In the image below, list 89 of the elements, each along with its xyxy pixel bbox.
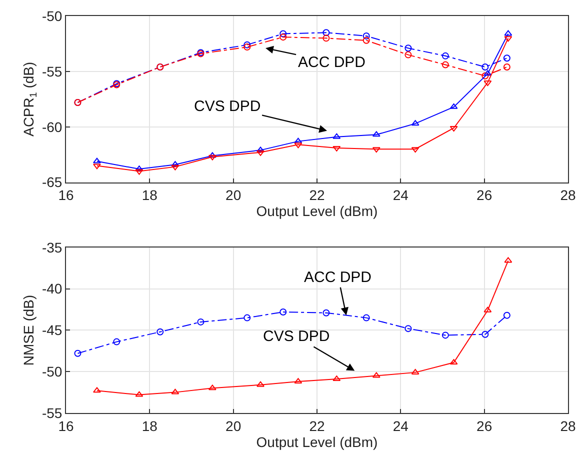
point xyxy=(504,257,512,263)
x-tick-label: 18 xyxy=(142,418,158,434)
point xyxy=(362,32,370,40)
point xyxy=(74,350,82,357)
point xyxy=(244,41,251,48)
x-tick-label: 24 xyxy=(392,418,409,434)
y-tick-label: -35 xyxy=(42,239,62,256)
point xyxy=(208,152,216,158)
point xyxy=(411,368,420,374)
x-axis-title: Output Level (dBm) xyxy=(256,434,378,450)
annotation: CVS DPD xyxy=(263,328,330,345)
x-tick-label: 22 xyxy=(309,418,325,434)
point xyxy=(482,72,489,80)
y-tick-label: -40 xyxy=(42,280,62,297)
point xyxy=(208,154,216,160)
point xyxy=(450,103,458,109)
point xyxy=(322,29,330,36)
point xyxy=(372,131,380,137)
point xyxy=(135,391,144,397)
annotation: ACC DPD xyxy=(298,54,366,71)
point xyxy=(442,332,449,339)
point xyxy=(93,387,101,393)
point xyxy=(332,146,341,152)
point xyxy=(411,120,420,126)
point xyxy=(280,30,287,38)
point xyxy=(450,359,458,365)
point xyxy=(135,166,144,172)
point xyxy=(171,164,180,170)
point xyxy=(197,318,204,326)
point xyxy=(171,388,180,394)
point xyxy=(362,314,370,322)
point xyxy=(294,378,302,384)
y-tick-label: -50 xyxy=(42,8,62,24)
point xyxy=(322,309,330,316)
point xyxy=(156,328,164,336)
x-tick-label: 18 xyxy=(142,187,158,204)
point xyxy=(404,325,412,332)
annotation: ACC DPD xyxy=(304,269,372,286)
x-tick-label: 20 xyxy=(226,187,242,204)
point xyxy=(93,164,101,170)
point xyxy=(503,54,510,62)
y-tick-label: -55 xyxy=(42,63,62,80)
point xyxy=(294,138,302,144)
point xyxy=(482,64,489,71)
point xyxy=(404,44,412,52)
point xyxy=(244,44,251,51)
point xyxy=(280,34,287,41)
point xyxy=(404,51,412,58)
y-tick-label: -60 xyxy=(42,118,62,135)
y-axis-title: NMSE (dB) xyxy=(20,294,37,366)
x-tick-label: 28 xyxy=(560,418,576,434)
point xyxy=(503,312,510,319)
x-tick-label: 20 xyxy=(226,418,242,434)
point xyxy=(372,147,380,153)
point xyxy=(332,376,341,382)
point xyxy=(484,80,492,86)
point xyxy=(482,330,489,338)
point xyxy=(484,70,492,76)
annotation: CVS DPD xyxy=(194,98,261,115)
point xyxy=(411,147,420,153)
x-tick-label: 26 xyxy=(476,418,492,434)
x-tick-label: 24 xyxy=(392,187,409,204)
point xyxy=(322,34,330,42)
point xyxy=(294,142,302,148)
y-tick-label: -45 xyxy=(42,322,62,338)
point xyxy=(332,133,341,139)
point xyxy=(280,308,287,316)
point xyxy=(244,314,251,322)
point xyxy=(504,30,512,36)
x-tick-label: 26 xyxy=(476,187,492,204)
point xyxy=(256,146,264,152)
point xyxy=(171,161,180,167)
y-tick-label: -50 xyxy=(42,364,62,380)
point xyxy=(93,158,101,164)
point xyxy=(372,372,380,378)
point xyxy=(504,36,512,42)
point xyxy=(362,36,370,44)
point xyxy=(135,169,144,175)
point xyxy=(113,338,120,346)
x-tick-label: 22 xyxy=(309,187,325,204)
point xyxy=(503,64,510,71)
point xyxy=(442,61,449,68)
point xyxy=(442,52,449,60)
point xyxy=(208,384,216,390)
x-axis-title: Output Level (dBm) xyxy=(256,203,378,220)
point xyxy=(256,381,264,387)
point xyxy=(256,150,264,156)
x-tick-label: 28 xyxy=(560,187,576,204)
point xyxy=(484,306,492,312)
